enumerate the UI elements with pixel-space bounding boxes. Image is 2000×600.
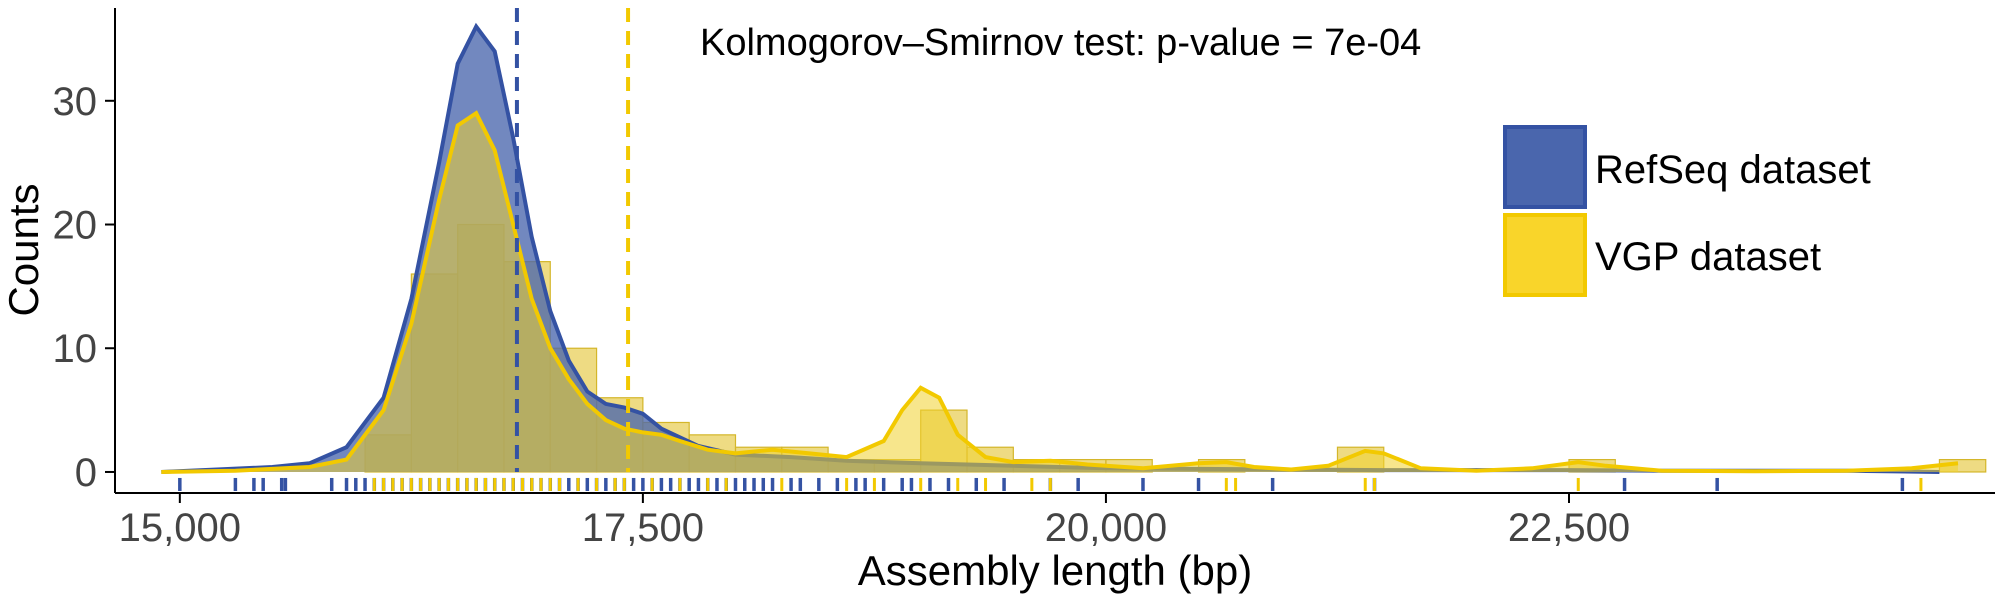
vgp-density-area <box>161 113 1958 472</box>
y-tick-label: 30 <box>53 80 98 124</box>
legend-label-vgp: VGP dataset <box>1595 235 1821 279</box>
rug-marks <box>178 477 1923 491</box>
ks-test-annotation: Kolmogorov–Smirnov test: p-value = 7e-04 <box>700 22 1421 64</box>
x-tick-label: 17,500 <box>582 506 704 550</box>
x-tick-label: 22,500 <box>1508 506 1630 550</box>
mean-lines <box>514 8 631 472</box>
vgp-density-line <box>161 110 1959 474</box>
y-axis-title: Counts <box>0 183 47 316</box>
legend-label-refseq: RefSeq dataset <box>1595 148 1871 192</box>
y-tick-label: 20 <box>53 204 98 248</box>
x-tick-label: 15,000 <box>119 506 241 550</box>
y-tick-label: 0 <box>75 451 97 495</box>
ticks: 15,000 17,500 20,000 22,500 0 10 20 30 <box>53 80 1631 550</box>
x-axis-title: Assembly length (bp) <box>858 547 1253 594</box>
legend: RefSeq dataset VGP dataset <box>1503 125 1871 297</box>
legend-swatch-refseq <box>1503 125 1587 209</box>
legend-swatch-vgp <box>1503 213 1587 297</box>
y-tick-label: 10 <box>53 327 98 371</box>
x-tick-label: 20,000 <box>1045 506 1167 550</box>
axes <box>114 8 1995 494</box>
